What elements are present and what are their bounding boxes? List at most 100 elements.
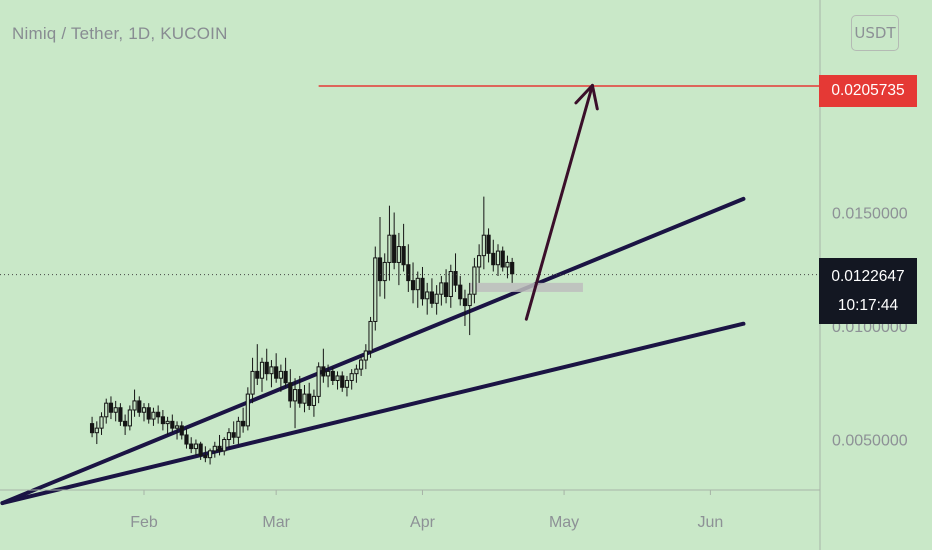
candle-body — [170, 420, 175, 429]
candle-body — [288, 382, 293, 402]
candle-body — [278, 370, 283, 379]
candle-body — [406, 264, 411, 282]
last-price-value: 0.0122647 — [831, 268, 905, 285]
candle-body — [477, 255, 482, 268]
candle-body — [425, 291, 430, 300]
candle-body — [472, 266, 477, 295]
chart-title: Nimiq / Tether, 1D, KUCOIN — [12, 24, 228, 43]
candle-body — [368, 320, 373, 352]
candle-body — [89, 423, 95, 434]
candle-body — [212, 445, 217, 452]
candle-body — [316, 366, 321, 397]
candle-body — [193, 443, 199, 450]
candle-body — [231, 432, 236, 438]
candle-countdown: 10:17:44 — [837, 297, 899, 314]
candle-body — [510, 261, 515, 275]
candle-body — [439, 282, 444, 295]
x-tick-label: Apr — [410, 514, 436, 531]
candle-body — [443, 282, 449, 297]
candle-body — [174, 425, 180, 429]
drawings-layer — [0, 85, 820, 506]
candle-body — [495, 250, 501, 266]
candle-body — [198, 443, 203, 456]
candle-body — [132, 400, 137, 411]
target-price-label: 0.0205735 — [819, 75, 917, 107]
candle-body — [453, 271, 458, 286]
candle-body — [245, 393, 250, 427]
candle-body — [250, 370, 255, 395]
candle-body — [264, 361, 269, 375]
x-tick-label: Mar — [262, 514, 290, 531]
candle-body — [302, 393, 307, 404]
trendline — [0, 321, 746, 506]
candle-body — [156, 411, 161, 418]
currency-button[interactable]: USDT — [851, 15, 899, 51]
x-tick-label: Feb — [130, 514, 158, 531]
x-tick-label: May — [549, 514, 579, 531]
candle-body — [184, 434, 189, 445]
trendline — [0, 196, 746, 506]
candle-body — [462, 298, 468, 307]
candle-body — [283, 370, 288, 384]
y-tick-label: 0.0050000 — [832, 433, 908, 450]
candle-body — [189, 443, 194, 450]
candle-body — [207, 450, 213, 459]
candle-body — [448, 271, 453, 297]
projection-arrow — [524, 83, 594, 321]
candle-body — [387, 234, 392, 263]
candle-body — [123, 420, 128, 427]
candle-body — [486, 234, 491, 254]
candles-layer — [89, 196, 515, 465]
y-tick-label: 0.0150000 — [832, 206, 908, 223]
candle-body — [141, 407, 147, 413]
candle-body — [104, 402, 109, 418]
candle-body — [203, 454, 208, 459]
candle-body — [127, 409, 132, 427]
candle-body — [113, 407, 118, 413]
candle-body — [344, 379, 350, 388]
candle-body — [401, 246, 406, 266]
candle-body — [269, 366, 274, 375]
candle-body — [137, 400, 142, 413]
candle-body — [500, 250, 505, 268]
candle-body — [354, 368, 359, 375]
candle-body — [311, 395, 317, 406]
candle-body — [349, 373, 354, 381]
candle-body — [335, 375, 340, 381]
candle-body — [396, 246, 401, 263]
candle-body — [415, 277, 420, 291]
candle-body — [307, 393, 312, 406]
candle-body — [340, 375, 345, 388]
candle-body — [321, 366, 326, 377]
candle-body — [160, 416, 165, 425]
candle-body — [491, 252, 496, 266]
support-zone — [469, 282, 583, 292]
candle-body — [226, 432, 232, 441]
candle-body — [458, 284, 463, 300]
projection-arrow-head — [574, 83, 599, 111]
candle-body — [505, 261, 510, 268]
candle-body — [146, 407, 151, 420]
candle-body — [410, 280, 416, 291]
candle-body — [94, 427, 99, 434]
candle-body — [99, 416, 104, 429]
candle-body — [481, 234, 486, 257]
candle-body — [382, 261, 387, 282]
candle-body — [373, 257, 378, 322]
candle-body — [165, 420, 170, 425]
x-tick-label: Jun — [698, 514, 724, 531]
candle-body — [274, 366, 279, 379]
candle-body — [255, 370, 260, 379]
candle-body — [151, 411, 156, 420]
candle-body — [236, 420, 241, 438]
overlay-layer — [0, 83, 820, 321]
candle-body — [330, 370, 335, 381]
candle-body — [259, 361, 265, 379]
candle-body — [420, 277, 425, 300]
candle-body — [434, 293, 439, 304]
candle-body — [363, 350, 368, 361]
candle-body — [377, 257, 383, 282]
last-price-label: 0.0122647 10:17:44 — [819, 258, 917, 324]
candle-body — [108, 402, 114, 413]
